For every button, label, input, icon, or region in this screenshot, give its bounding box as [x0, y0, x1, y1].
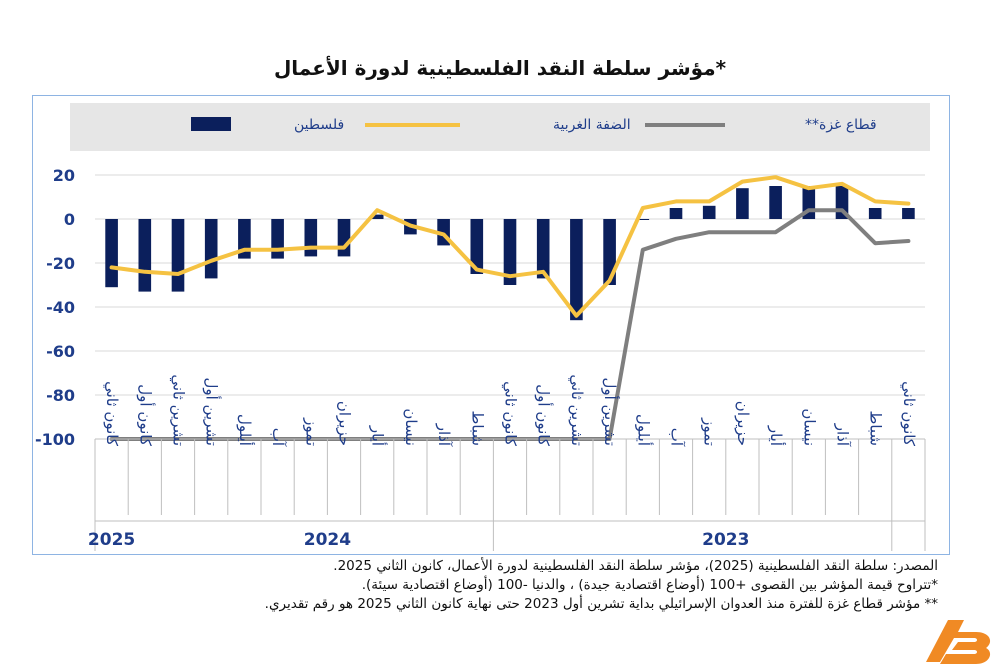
y-tick-label: 20: [53, 166, 75, 185]
x-tick-label: آذار: [435, 423, 453, 447]
x-tick-label: آب: [269, 428, 287, 447]
bar-palestine: [105, 219, 118, 288]
y-tick-label: -60: [46, 342, 75, 361]
x-tick-label: آذار: [834, 423, 852, 447]
bar-palestine: [536, 219, 550, 279]
x-tick-label: كانون ثاني: [102, 381, 121, 447]
x-tick-label: حزيران: [734, 401, 752, 446]
x-tick-label: تشرين ثاني: [567, 374, 586, 446]
gaza-note: ** مؤشر قطاع غزة للفترة منذ العدوان الإس…: [264, 596, 938, 612]
x-tick-label: أيار: [767, 425, 786, 446]
y-tick-label: -80: [46, 386, 75, 405]
bar-palestine: [370, 214, 384, 219]
x-tick-label: آب: [668, 428, 686, 447]
x-tick-label: تشرين ثاني: [169, 374, 188, 446]
source-note: المصدر: سلطة النقد الفلسطينية (2025)، مؤ…: [333, 558, 938, 574]
bar-palestine: [868, 208, 882, 219]
x-tick-label: تشرين أول: [601, 377, 620, 446]
bar-palestine: [337, 219, 351, 257]
legend-label-1: الضفة الغربية: [553, 117, 631, 133]
legend-swatch-0: [191, 117, 231, 131]
range-note: *تتراوح قيمة المؤشر بين القصوى +100 (أوض…: [361, 577, 938, 593]
y-tick-label: -100: [35, 430, 75, 449]
x-tick-label: تشرين أول: [203, 377, 222, 446]
bar-palestine: [470, 219, 484, 274]
bar-palestine: [204, 219, 218, 279]
alquds-logo-icon: [926, 620, 991, 664]
x-tick-label: شباط: [867, 410, 885, 446]
bar-palestine: [702, 205, 716, 219]
year-label: 2023: [702, 530, 749, 550]
bar-palestine: [603, 219, 616, 285]
x-tick-label: كانون ثاني: [501, 381, 520, 447]
bar-palestine: [570, 219, 583, 321]
bar-palestine: [669, 208, 683, 219]
bar-palestine: [171, 219, 185, 292]
bar-palestine: [271, 219, 284, 259]
bar-palestine: [304, 219, 318, 257]
legend-label-0: فلسطين: [294, 117, 344, 133]
year-label: 2025: [88, 530, 135, 550]
bar-palestine: [736, 188, 749, 219]
legend-label-2: قطاع غزة**: [805, 117, 877, 133]
x-tick-label: نيسان: [402, 408, 420, 446]
x-tick-label: شباط: [468, 410, 486, 446]
x-tick-label: كانون ثاني: [899, 381, 918, 447]
legend-swatch-2: [645, 123, 725, 127]
legend-swatch-1: [365, 123, 460, 127]
y-tick-label: -20: [46, 254, 75, 273]
x-tick-label: أيار: [369, 425, 388, 446]
x-tick-label: تموز: [701, 417, 719, 446]
chart-title: مؤشر سلطة النقد الفلسطينية لدورة الأعمال…: [273, 56, 727, 80]
bar-palestine: [138, 219, 152, 292]
year-label: 2024: [304, 530, 351, 550]
x-tick-label: حزيران: [336, 401, 354, 446]
x-tick-label: نيسان: [800, 408, 818, 446]
y-tick-label: -40: [46, 298, 75, 317]
x-tick-label: أيلول: [634, 414, 653, 446]
bar-palestine: [636, 219, 650, 220]
chart-notes: المصدر: سلطة النقد الفلسطينية (2025)، مؤ…: [58, 557, 938, 614]
bar-palestine: [503, 219, 517, 285]
y-tick-label: 0: [64, 210, 75, 229]
chart-frame: [32, 95, 950, 555]
bar-palestine: [769, 186, 782, 219]
x-tick-label: أيلول: [236, 414, 255, 446]
x-tick-label: كانون أول: [535, 384, 554, 447]
line-series-0: [109, 175, 911, 318]
x-tick-label: تموز: [302, 417, 320, 446]
x-tick-label: كانون أول: [136, 384, 155, 447]
bar-palestine: [902, 208, 915, 219]
